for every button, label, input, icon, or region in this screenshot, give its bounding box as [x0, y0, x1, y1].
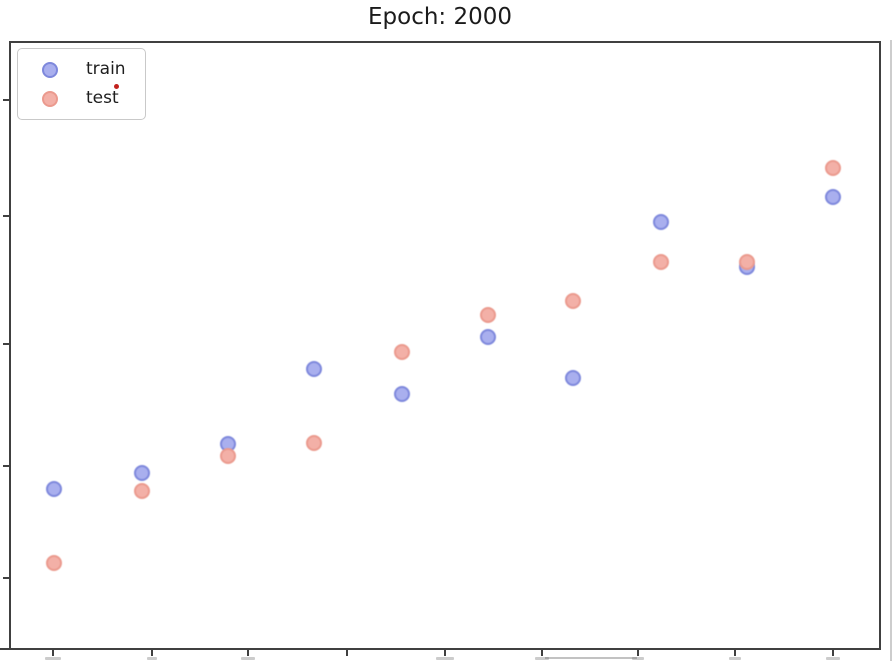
- legend-box: train test: [17, 48, 146, 120]
- x-axis-tick: [541, 650, 543, 656]
- train-point: [653, 214, 669, 230]
- test-point: [394, 344, 410, 360]
- train-point: [825, 189, 841, 205]
- train-point: [306, 361, 322, 377]
- test-point: [565, 293, 581, 309]
- test-point: [306, 435, 322, 451]
- test-point: [480, 307, 496, 323]
- x-axis-tick: [346, 650, 348, 656]
- axis-corner-dash: [0, 648, 10, 650]
- y-axis-tick: [3, 465, 10, 467]
- test-point: [220, 448, 236, 464]
- legend-row-test: test: [18, 84, 145, 113]
- cropped-tick-label-smudge: [147, 657, 157, 660]
- cropped-tick-label-smudge: [729, 657, 741, 660]
- x-axis-tick: [832, 650, 834, 656]
- chart-title: Epoch: 2000: [367, 4, 513, 30]
- plot-area-border: [9, 41, 881, 650]
- cropped-tick-label-smudge: [45, 657, 61, 660]
- cropped-tick-label-smudge: [826, 657, 840, 660]
- train-point: [394, 386, 410, 402]
- bottom-faint-line: [545, 657, 637, 659]
- test-point: [739, 254, 755, 270]
- y-axis-tick: [3, 577, 10, 579]
- train-point: [480, 329, 496, 345]
- test-point: [134, 483, 150, 499]
- cropped-tick-label-smudge: [241, 657, 255, 660]
- test-marker-swatch: [42, 90, 58, 107]
- test-point: [825, 160, 841, 176]
- legend-label-test: test: [86, 88, 119, 108]
- train-marker-swatch: [42, 61, 58, 78]
- test-point: [46, 555, 62, 571]
- train-point: [565, 370, 581, 386]
- x-axis-tick: [637, 650, 639, 656]
- right-edge-faint-line: [890, 40, 892, 661]
- cropped-tick-label-smudge: [436, 657, 454, 660]
- train-point: [46, 481, 62, 497]
- y-axis-tick: [3, 99, 10, 101]
- train-point: [134, 465, 150, 481]
- test-point: [653, 254, 669, 270]
- cropped-tick-label-smudge: [535, 657, 549, 660]
- cropped-tick-label-smudge: [632, 657, 644, 660]
- x-axis-tick: [247, 650, 249, 656]
- x-axis-tick: [444, 650, 446, 656]
- legend-row-train: train: [18, 55, 145, 84]
- y-axis-tick: [3, 343, 10, 345]
- x-axis-tick: [734, 650, 736, 656]
- x-axis-tick: [52, 650, 54, 656]
- x-axis-tick: [151, 650, 153, 656]
- y-axis-tick: [3, 215, 10, 217]
- legend-label-train: train: [86, 59, 126, 79]
- cursor-red-dot: [114, 84, 119, 89]
